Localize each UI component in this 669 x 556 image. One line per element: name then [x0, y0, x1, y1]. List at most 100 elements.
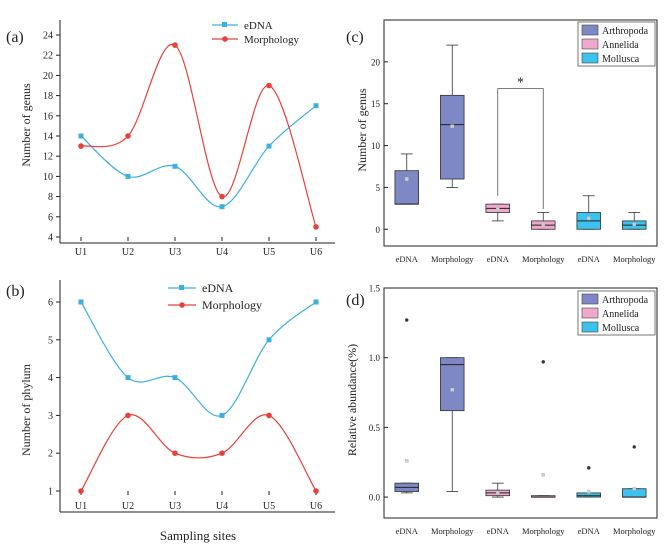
panel-d-xtick-label: eDNA [487, 526, 510, 536]
panel-c-xtick-label: eDNA [578, 254, 601, 264]
panel-b-xtick-label: U6 [310, 501, 322, 512]
panel-c-significance-star: * [517, 76, 524, 91]
panel-a-ytick-label: 12 [43, 152, 53, 163]
panel-d-ytick-label: 1.5 [369, 284, 381, 294]
panel-d-frame [383, 287, 658, 519]
legend-edna-marker [222, 22, 227, 27]
panel-c-ytick-label: 15 [371, 99, 381, 109]
panel-b-ytick-label: 1 [48, 487, 53, 498]
panel-b-point-morphology [78, 488, 84, 494]
panel-b-ytick-label: 3 [48, 411, 53, 422]
panel-b-point-edna [266, 337, 272, 343]
panel-c-ytick-label: 0 [376, 225, 381, 235]
panel-b: (b) Number of phylum Sampling sites 1 2 3 4… [6, 280, 335, 543]
panel-c-mean-annelida [541, 222, 546, 227]
panel-d-ytick-label: 0.5 [369, 423, 381, 433]
panel-b-xtick-label: U4 [216, 501, 228, 512]
panel-a-ytick-label: 8 [48, 192, 53, 203]
panel-d-mean-mollusca [586, 489, 591, 494]
panel-a-point-edna [125, 173, 131, 179]
panel-b-xtick-label: U5 [263, 501, 275, 512]
panel-a-ytick-label: 16 [43, 111, 53, 122]
panel-c-ytick-label: 10 [371, 141, 381, 151]
panel-c-xtick-label: eDNA [487, 254, 510, 264]
panel-a-series-morphology-line [80, 43, 317, 228]
legend-d-annelida-label: Annelida [602, 309, 639, 320]
panel-c-xtick-label: Morphology [431, 254, 474, 264]
panel-a-point-morphology [313, 224, 319, 230]
panel-a-point-morphology [219, 193, 225, 200]
panel-a-xtick-label: U4 [216, 247, 228, 258]
panel-a-legend: eDNA Morphology [212, 20, 300, 46]
panel-d-ylabel: Relative abundance(%) [345, 344, 359, 456]
legend-d-annelida-swatch [581, 307, 599, 319]
panel-b-series-edna-line [80, 301, 317, 417]
panel-a-ytick-label: 14 [43, 132, 53, 143]
panel-c-mean-arthropoda [404, 177, 409, 181]
panel-b-point-morphology [266, 412, 272, 419]
panel-d-legend: Arthropoda Annelida Mollusca [577, 290, 656, 336]
legend-c-annelida-swatch [581, 38, 599, 50]
legend-d-mollusca-swatch [581, 321, 599, 333]
panel-c-ytick-label: 5 [376, 183, 381, 193]
legend-c-arthropoda-label: Arthropoda [602, 26, 649, 37]
panel-a-xtick-label: U2 [122, 247, 134, 258]
panel-b-point-edna [172, 375, 178, 381]
panel-b-point-edna [313, 299, 319, 305]
legend-c-annelida-label: Annelida [602, 40, 639, 51]
panel-b-point-morphology [313, 488, 319, 494]
panel-a-ytick-label: 24 [43, 31, 53, 42]
panel-d-mean-arthropoda [404, 459, 409, 463]
panel-a-point-morphology [172, 42, 178, 48]
legend-c-mollusca-label: Mollusca [602, 54, 640, 65]
panel-d-mean-mollusca [632, 486, 637, 491]
legend-morph-label: Morphology [244, 34, 300, 46]
panel-d: (d) Relative abundance(%) 0.0 0.5 1.0 1.5 eD… [345, 284, 658, 536]
panel-c-xtick-label: eDNA [396, 254, 419, 264]
panel-c-frame [383, 19, 658, 247]
legend-c-mollusca-swatch [581, 52, 599, 64]
panel-d-ytick-label: 0.0 [369, 493, 381, 503]
panel-d-xtick-label: Morphology [431, 526, 474, 536]
legend-d-arthropoda-swatch [581, 293, 599, 305]
panel-a-ytick-label: 18 [43, 91, 53, 102]
legend-b-edna-label: eDNA [202, 281, 234, 295]
legend-c-arthropoda-swatch [581, 24, 599, 36]
panel-a-ytick-label: 22 [43, 51, 53, 62]
legend-b-edna-marker [179, 285, 184, 290]
panel-c-xtick-label: Morphology [522, 254, 565, 264]
panel-c-mean-annelida [495, 207, 500, 211]
legend-morph-marker [222, 36, 228, 42]
panel-a-label: (a) [6, 29, 24, 46]
panel-a-ytick-label: 10 [43, 172, 53, 183]
panel-a-ytick-label: 4 [48, 233, 53, 244]
panel-b-xtick-label: U3 [169, 501, 181, 512]
panel-a-xtick-label: U1 [75, 247, 87, 258]
legend-b-morph-marker [179, 302, 185, 308]
panel-a-point-morphology [266, 82, 272, 89]
panel-d-mean-arthropoda [450, 387, 455, 392]
panel-b-ytick-label: 4 [48, 373, 53, 384]
panel-b-point-morphology [125, 412, 131, 419]
panel-b-legend: eDNA Morphology [168, 281, 262, 312]
panel-b-ytick-label: 2 [48, 449, 53, 460]
panel-b-xtick-label: U1 [75, 501, 87, 512]
panel-d-outlier-arthropoda [405, 318, 409, 322]
legend-d-arthropoda-label: Arthropoda [602, 295, 649, 306]
panel-a-xtick-label: U3 [169, 247, 181, 258]
panel-a-point-morphology [125, 133, 131, 139]
panel-d-mean-annelida [541, 472, 546, 477]
panel-a-point-edna [172, 163, 178, 169]
panel-d-outlier-mollusca [632, 445, 636, 449]
panel-b-ytick-label: 6 [48, 298, 53, 309]
panel-c-mean-arthropoda [450, 124, 455, 129]
panel-a-xtick-label: U5 [263, 247, 275, 258]
legend-edna-label: eDNA [244, 20, 273, 32]
panel-d-box-mollusca [576, 492, 601, 498]
panel-c: (c) Number of genus 0 5 10 15 20 eDNA Morpholo… [346, 19, 658, 264]
panel-a: (a) Number of genus 4 6 8 10 12 14 16 18 20 22 24 U… [6, 20, 335, 258]
panel-b-xtick-label: U2 [122, 501, 134, 512]
panel-d-xtick-label: eDNA [396, 526, 419, 536]
panel-a-point-edna [219, 204, 225, 210]
panel-b-point-morphology [172, 450, 178, 457]
